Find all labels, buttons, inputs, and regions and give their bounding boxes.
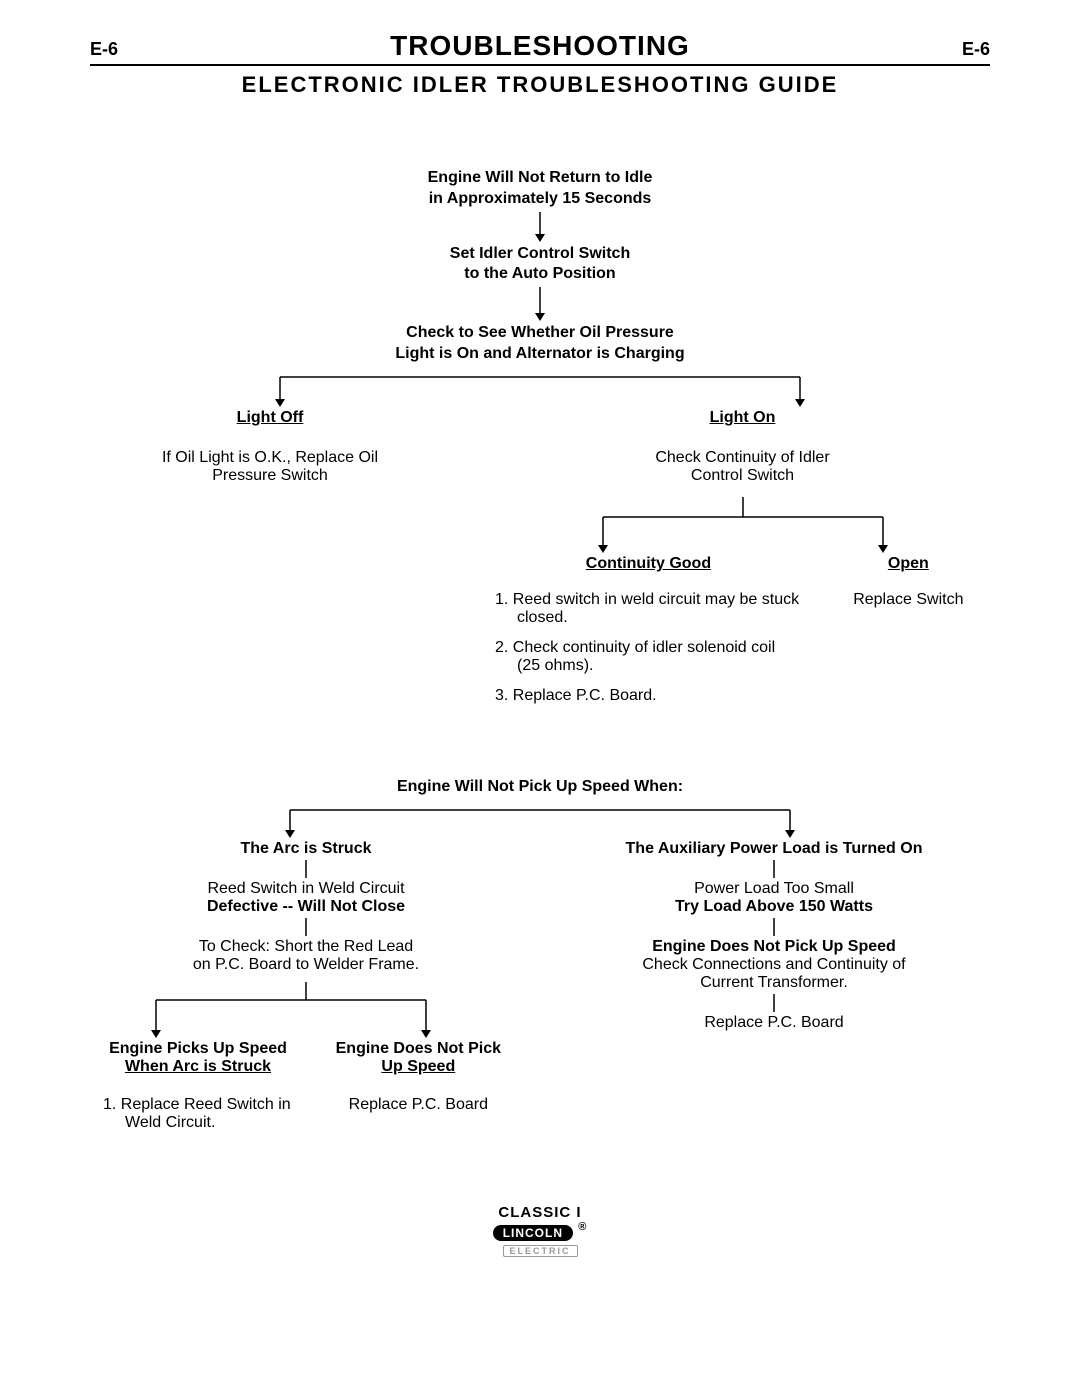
f1-node3: Check to See Whether Oil Pressure Light … [90,323,990,365]
f2-left-l1: Reed Switch in Weld Circuit [90,880,522,898]
brand-sub-badge: ELECTRIC [503,1245,578,1257]
arrow-down-icon [764,858,784,880]
page-title: TROUBLESHOOTING [390,30,690,62]
f1-left-l1: If Oil Light is O.K., Replace Oil [90,449,450,467]
f1-node1-l1: Engine Will Not Return to Idle [90,168,990,189]
f1-left-l2: Pressure Switch [90,467,450,485]
list-item: 2. Check continuity of idler solenoid co… [495,639,802,675]
f2-right-l4: Check Connections and Continuity of [558,956,990,974]
flowchart-2: Engine Will Not Pick Up Speed When: The … [90,777,990,1144]
f2-subleft: Engine Picks Up Speed When Arc is Struck… [90,1040,306,1144]
page-header: E-6 TROUBLESHOOTING E-6 [90,30,990,66]
f1-right-head: Light On [495,409,990,427]
f2-sr-h1: Engine Does Not Pick [315,1040,522,1058]
arrow-down-icon [530,285,550,323]
arrow-down-icon [530,210,550,244]
f2-sl-h1: Engine Picks Up Speed [90,1040,306,1058]
flowchart-1: Engine Will Not Return to Idle in Approx… [90,168,990,717]
brand-badge: LINCOLN [493,1225,573,1241]
page-footer: CLASSIC I LINCOLN ® ELECTRIC [90,1204,990,1258]
list-item: 1. Replace Reed Switch in Weld Circuit. [103,1096,293,1132]
f2-sl-h2: When Arc is Struck [90,1058,306,1076]
f1-subleft-list: 1. Reed switch in weld circuit may be st… [495,591,802,717]
f2-sr-body: Replace P.C. Board [315,1096,522,1114]
footer-model: CLASSIC I [90,1204,990,1221]
f1-right-branch: Light On Check Continuity of Idler Contr… [495,409,990,717]
f2-left-branch: The Arc is Struck Reed Switch in Weld Ci… [90,840,522,1144]
page-code-left: E-6 [90,39,118,60]
f2-left-l2: Defective -- Will Not Close [90,898,522,916]
f1-sub-left: Continuity Good 1. Reed switch in weld c… [495,555,802,717]
f2-right-l2: Try Load Above 150 Watts [558,898,990,916]
split-arrow-icon [116,980,496,1040]
f1-node3-l1: Check to See Whether Oil Pressure [90,323,990,344]
f2-left-head: The Arc is Struck [90,840,522,858]
f2-right-head: The Auxiliary Power Load is Turned On [558,840,990,858]
f1-right-sub: Continuity Good 1. Reed switch in weld c… [495,555,990,717]
f1-node2: Set Idler Control Switch to the Auto Pos… [90,244,990,286]
f2-right-l3: Engine Does Not Pick Up Speed [558,938,990,956]
f2-subright: Engine Does Not Pick Up Speed Replace P.… [315,1040,522,1144]
f2-node1: Engine Will Not Pick Up Speed When: [90,777,990,798]
split-arrow-icon [190,802,890,840]
arrow-down-icon [296,858,316,880]
f1-right-l2: Control Switch [495,467,990,485]
page-subtitle: ELECTRONIC IDLER TROUBLESHOOTING GUIDE [90,72,990,98]
page-code-right: E-6 [962,39,990,60]
f1-subright-body: Replace Switch [827,591,990,609]
arrow-down-icon [764,916,784,938]
split-arrow-icon [190,369,890,409]
f2-right-l6: Replace P.C. Board [558,1014,990,1032]
list-item: 3. Replace P.C. Board. [495,687,802,705]
list-item: 1. Reed switch in weld circuit may be st… [495,591,802,627]
f1-node1-l2: in Approximately 15 Seconds [90,189,990,210]
f2-right-l5: Current Transformer. [558,974,990,992]
arrow-down-icon [764,992,784,1014]
f1-branches: Light Off If Oil Light is O.K., Replace … [90,409,990,717]
f1-subright-head: Open [827,555,990,573]
f1-sub-right: Open Replace Switch [827,555,990,717]
f1-right-l1: Check Continuity of Idler [495,449,990,467]
f2-left-l4: on P.C. Board to Welder Frame. [90,956,522,974]
f1-node2-l1: Set Idler Control Switch [90,244,990,265]
f2-sr-h2: Up Speed [315,1058,522,1076]
f2-left-l3: To Check: Short the Red Lead [90,938,522,956]
registered-icon: ® [578,1221,587,1233]
f2-left-sub: Engine Picks Up Speed When Arc is Struck… [90,1040,522,1144]
f1-node1: Engine Will Not Return to Idle in Approx… [90,168,990,210]
f2-right-branch: The Auxiliary Power Load is Turned On Po… [558,840,990,1144]
split-arrow-icon [543,495,943,555]
f1-node2-l2: to the Auto Position [90,264,990,285]
f2-sl-list: 1. Replace Reed Switch in Weld Circuit. [103,1096,293,1144]
f1-left-branch: Light Off If Oil Light is O.K., Replace … [90,409,450,717]
f1-subleft-head: Continuity Good [495,555,802,573]
f2-right-l1: Power Load Too Small [558,880,990,898]
f1-node3-l2: Light is On and Alternator is Charging [90,344,990,365]
arrow-down-icon [296,916,316,938]
f2-branches: The Arc is Struck Reed Switch in Weld Ci… [90,840,990,1144]
f1-left-head: Light Off [90,409,450,427]
